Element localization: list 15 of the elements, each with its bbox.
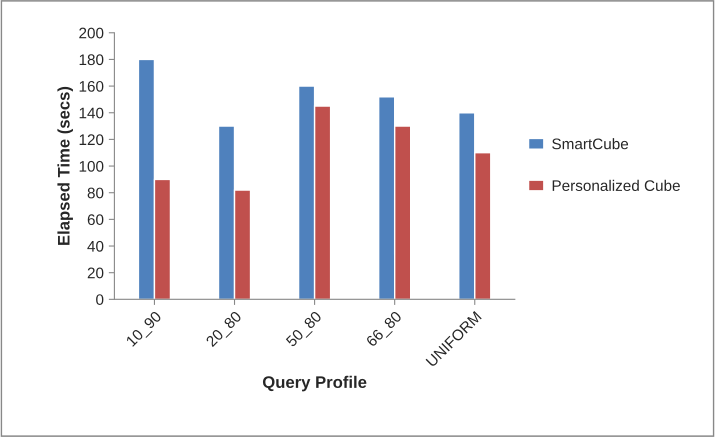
y-tick-label: 100	[80, 160, 104, 172]
y-tick-label: 60	[88, 214, 104, 226]
y-tick-label: 180	[80, 54, 104, 66]
y-tick-label: 160	[80, 80, 104, 92]
y-tick-label: 0	[96, 294, 104, 306]
y-tick-label: 40	[87, 240, 104, 252]
y-tick-label: 200	[79, 28, 104, 38]
y-tick-label: 20	[88, 268, 104, 278]
y-tick-label: 80	[88, 188, 104, 198]
y-tick-label: 120	[80, 134, 104, 146]
y-tick-label: 140	[80, 108, 104, 118]
y-axis-title: Elapsed Time (secs)	[57, 86, 73, 245]
legend-label: Personalized Cube	[552, 180, 680, 192]
x-axis-title: Query Profile	[262, 376, 366, 392]
legend-label: SmartCube	[552, 138, 628, 150]
